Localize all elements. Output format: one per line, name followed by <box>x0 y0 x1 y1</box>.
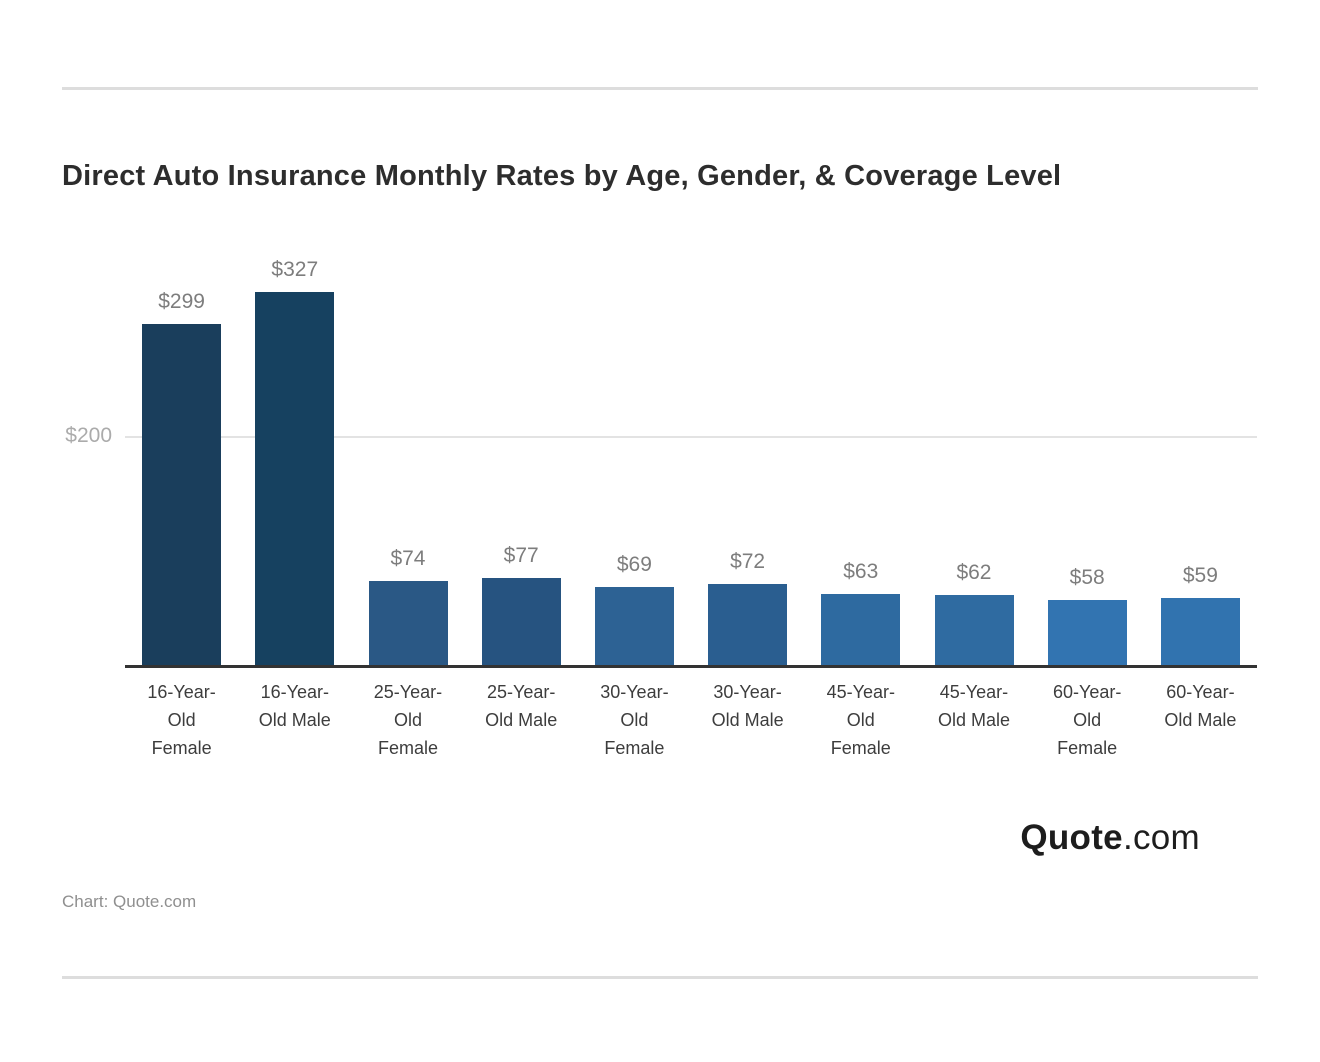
x-axis-category-label-line: 25-Year- <box>373 682 443 702</box>
x-axis-category-label-line: 45-Year- <box>826 682 895 702</box>
x-axis-category-label-line: Old <box>167 710 196 730</box>
x-axis-category-label-line: Female <box>151 738 212 758</box>
x-axis-category-label-line: 30-Year- <box>713 682 782 702</box>
x-axis-category-label-line: 60-Year- <box>1166 682 1235 702</box>
bar-value-label: $59 <box>1182 564 1218 588</box>
bar-value-label: $77 <box>503 543 539 567</box>
bar-value-label: $69 <box>616 552 652 576</box>
x-axis-category-label-line: Female <box>377 738 438 758</box>
x-axis-category-label-line: 30-Year- <box>600 682 669 702</box>
x-axis-category-label: 16-Year- Old Male <box>238 678 351 734</box>
bar-value-label: $72 <box>730 549 766 573</box>
bar-25-year-old-female <box>368 581 448 666</box>
x-axis-category-label-line: Female <box>1057 738 1118 758</box>
x-axis-category-label: 60-Year- Old Female <box>1031 678 1144 762</box>
x-axis-category-label-line: 25-Year- <box>486 682 556 702</box>
quote-com-logo: Quote.com <box>1020 818 1200 858</box>
bar-16-year-old-female <box>142 323 222 666</box>
bar-value-label: $74 <box>390 547 426 571</box>
x-axis-category-label: 25-Year- Old Female <box>351 678 464 762</box>
x-axis-category-label-line: 16-Year- <box>147 682 216 702</box>
x-axis-category-label-line: Old <box>620 710 649 730</box>
logo-text-regular: .com <box>1122 818 1200 857</box>
x-axis-category-label-line: Old Male <box>711 710 784 730</box>
x-axis-category-label-line: Female <box>604 738 665 758</box>
bar-value-label: $327 <box>271 257 319 281</box>
bar-value-label: $63 <box>843 559 879 583</box>
chart-credit: Chart: Quote.com <box>62 892 197 911</box>
gridline-200 <box>125 436 1257 438</box>
x-axis-category-label: 45-Year- Old Male <box>917 678 1030 734</box>
x-axis-category-label-line: Old Male <box>258 710 331 730</box>
bar-60-year-old-female <box>1047 599 1127 666</box>
x-axis-category-label-line: Old <box>393 710 422 730</box>
bar-30-year-old-female <box>594 586 674 666</box>
x-axis-category-label-line: Old Male <box>485 710 558 730</box>
x-axis-category-label-line: 45-Year- <box>939 682 1009 702</box>
x-axis-category-label-line: Old Male <box>1164 710 1237 730</box>
x-axis-category-label: 30-Year- Old Male <box>691 678 804 734</box>
y-axis-tick-label: $200 <box>65 424 112 447</box>
bar-60-year-old-male <box>1160 598 1240 666</box>
bar-value-label: $299 <box>158 289 205 313</box>
x-axis-category-label: 16-Year- Old Female <box>125 678 238 762</box>
x-axis-category-label-line: 16-Year- <box>260 682 329 702</box>
bar-45-year-old-male <box>934 595 1014 666</box>
bar-25-year-old-male <box>481 577 561 666</box>
x-axis-category-label: 25-Year- Old Male <box>465 678 578 734</box>
x-axis-category-label: 30-Year- Old Female <box>578 678 691 762</box>
bar-45-year-old-female <box>821 593 901 666</box>
bar-30-year-old-male <box>708 583 788 666</box>
x-axis-category-label-line: Old Male <box>937 710 1010 730</box>
bar-value-label: $58 <box>1069 565 1105 589</box>
logo-text-bold: Quote <box>1020 818 1123 857</box>
x-axis-line <box>125 665 1257 668</box>
x-axis-category-label: 60-Year- Old Male <box>1144 678 1257 734</box>
x-axis-category-label: 45-Year- Old Female <box>804 678 917 762</box>
x-axis-category-label-line: Old <box>846 710 875 730</box>
x-axis-category-label-line: Female <box>830 738 891 758</box>
x-axis-category-label-line: Old <box>1073 710 1102 730</box>
top-divider <box>62 87 1258 90</box>
bar-16-year-old-male <box>255 291 335 666</box>
bar-value-label: $62 <box>956 561 992 584</box>
x-axis-category-label-line: 60-Year- <box>1052 682 1122 702</box>
chart-title: Direct Auto Insurance Monthly Rates by A… <box>62 160 1062 192</box>
bottom-divider <box>62 976 1258 979</box>
